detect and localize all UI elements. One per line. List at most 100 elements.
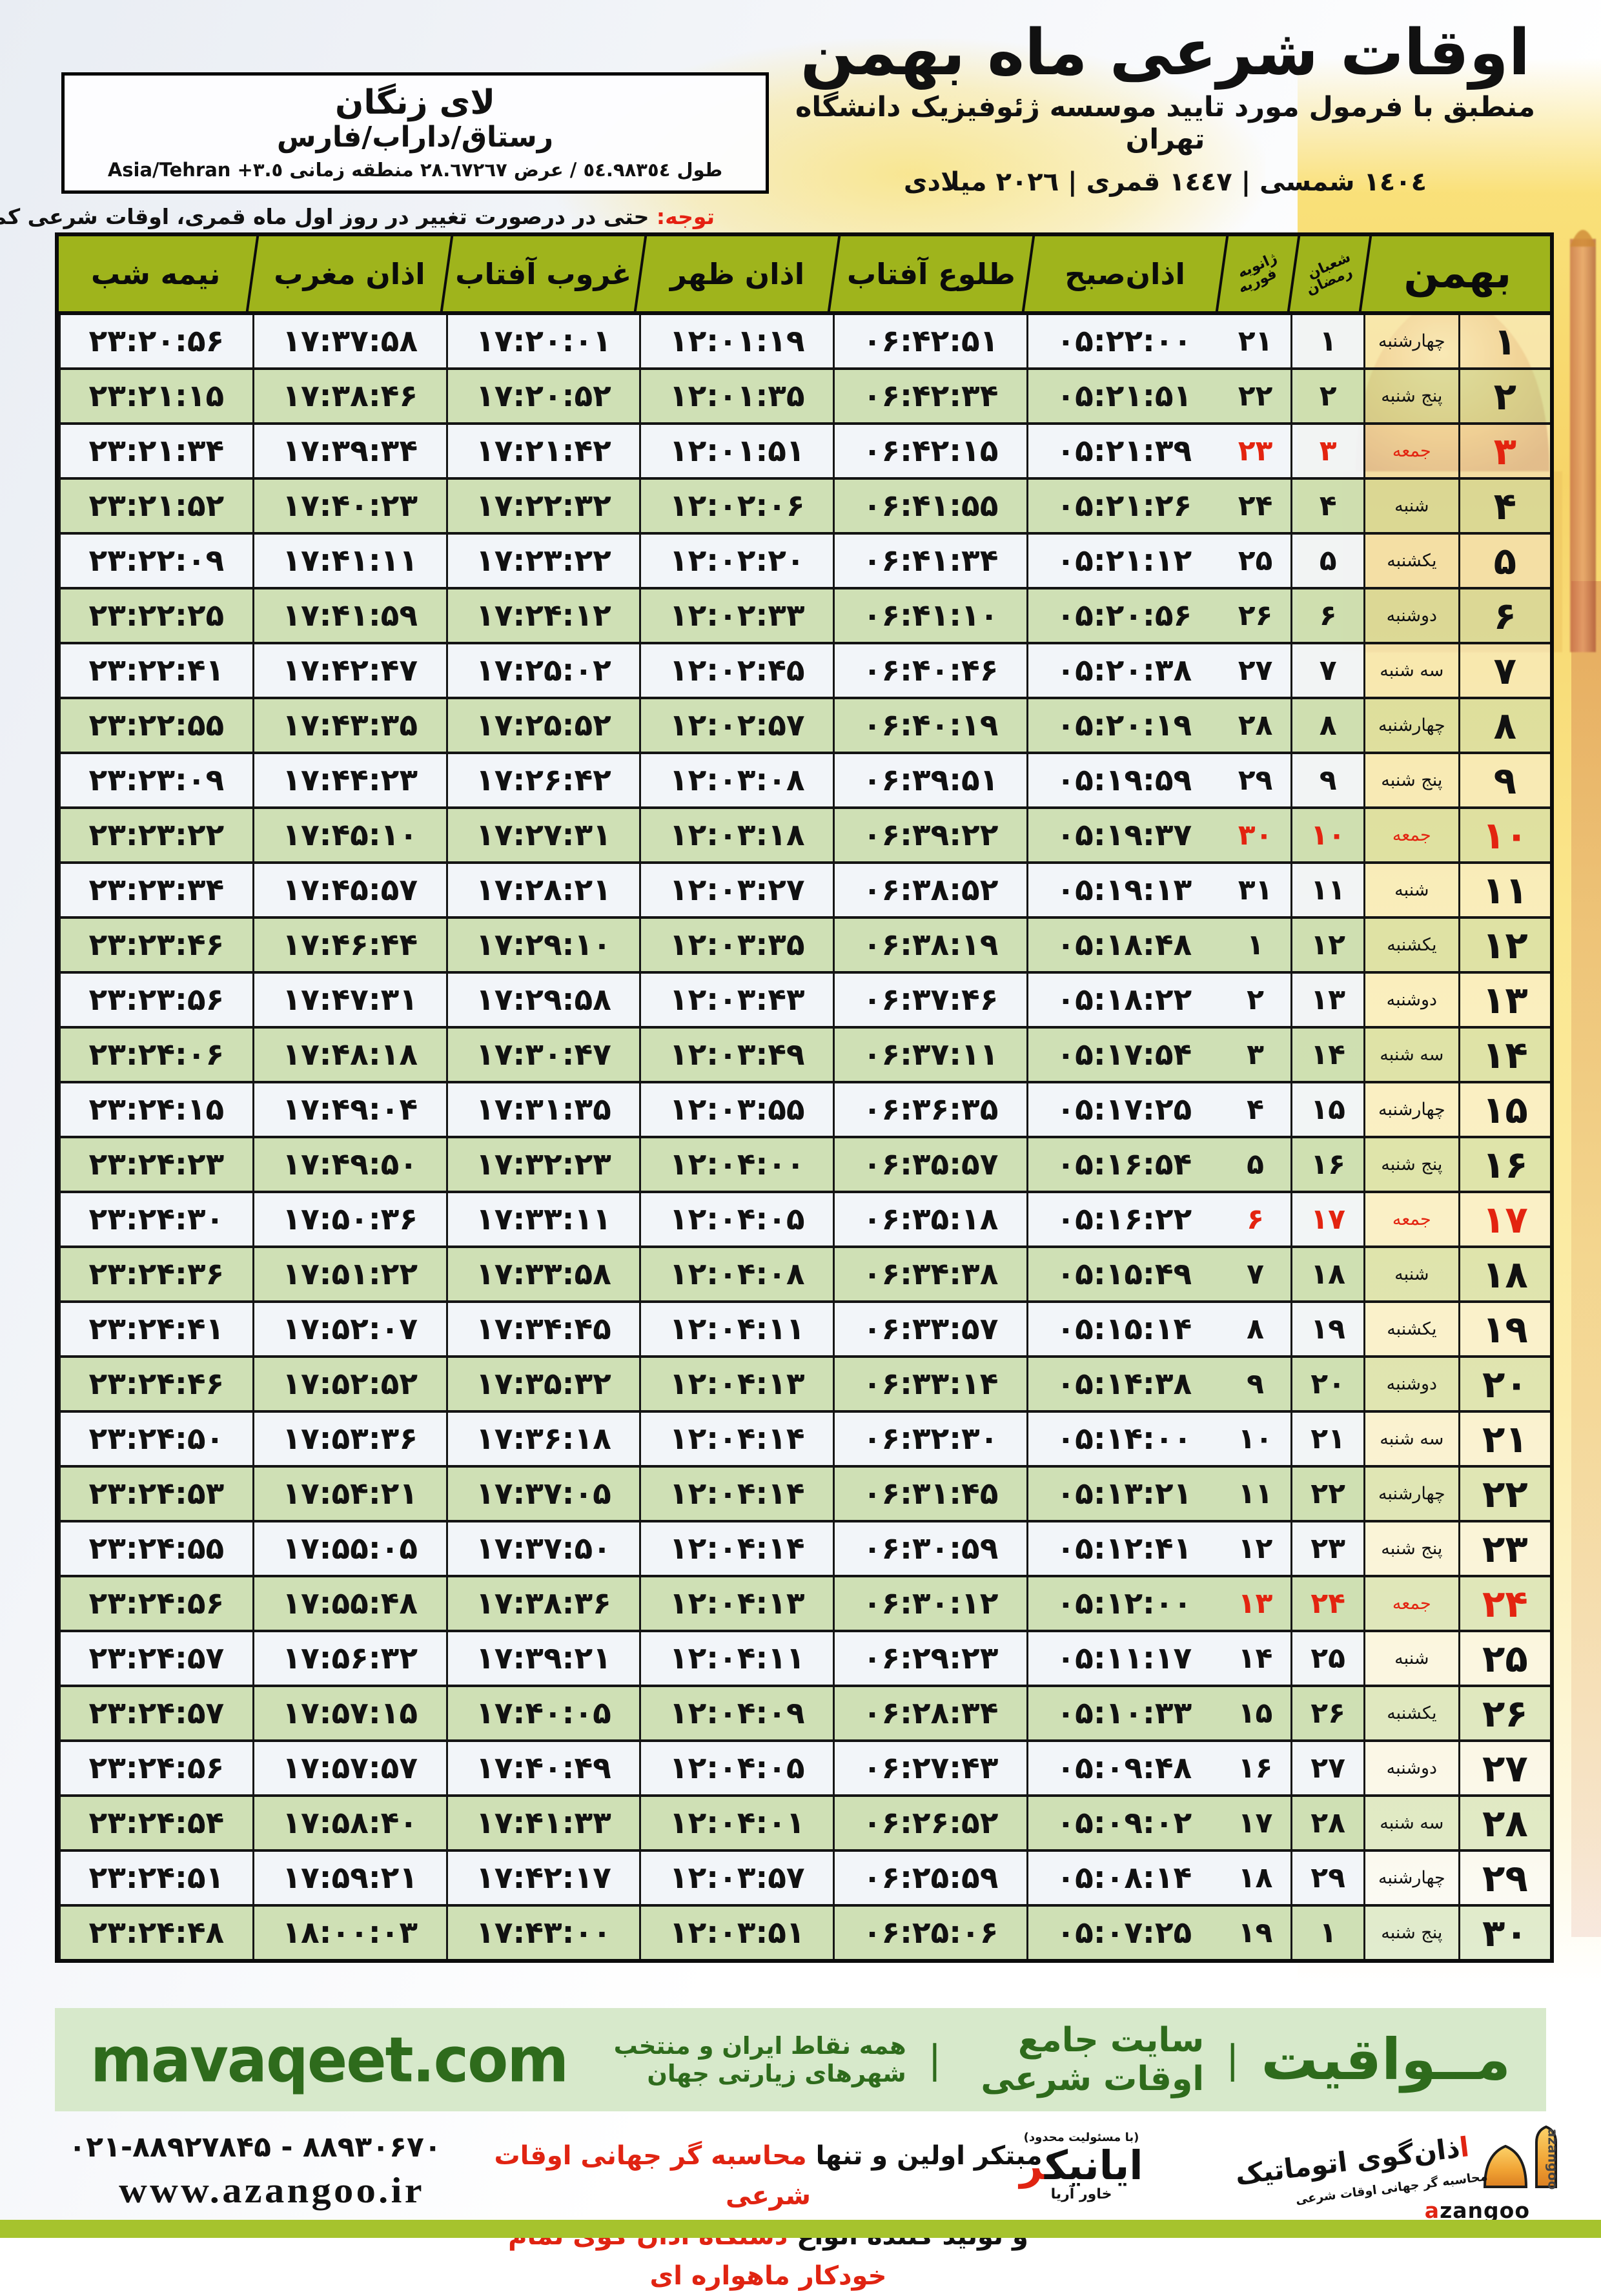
cell-gregorian-day: ۹ (1219, 1358, 1293, 1410)
table-row: ۱۰ جمعه ۱۰ ۳۰ ۰۵:۱۹:۳۷ ۰۶:۳۹:۲۲ ۱۲:۰۳:۱۸… (58, 809, 1550, 864)
cell-midnight-time: ۲۳:۲۴:۵۶ (58, 1577, 252, 1630)
cell-sunrise-time: ۰۶:۴۱:۵۵ (833, 480, 1026, 532)
cell-dawn-azan-time: ۰۵:۱۶:۵۴ (1026, 1138, 1220, 1191)
cell-dawn-azan-time: ۰۵:۱۸:۲۲ (1026, 974, 1220, 1026)
cell-noon-azan-time: ۱۲:۰۲:۵۷ (639, 699, 833, 752)
cell-gregorian-day: ۲۳ (1219, 425, 1293, 477)
cell-noon-azan-time: ۱۲:۰۴:۰۱ (639, 1797, 833, 1849)
cell-midnight-time: ۲۳:۲۴:۵۷ (58, 1687, 252, 1739)
cell-noon-azan-time: ۱۲:۰۳:۵۷ (639, 1852, 833, 1904)
table-row: ۱۱ شنبه ۱۱ ۳۱ ۰۵:۱۹:۱۳ ۰۶:۳۸:۵۲ ۱۲:۰۳:۲۷… (58, 864, 1550, 919)
cell-noon-azan-time: ۱۲:۰۴:۱۴ (639, 1522, 833, 1575)
cell-bahman-day: ۱۱ (1460, 864, 1550, 916)
cell-gregorian-day: ۲ (1219, 974, 1293, 1026)
cell-midnight-time: ۲۳:۲۲:۲۵ (58, 589, 252, 642)
cell-sunrise-time: ۰۶:۴۱:۳۴ (833, 535, 1026, 587)
cell-lunar-day: ۱۵ (1292, 1083, 1365, 1136)
cell-gregorian-day: ۳ (1219, 1029, 1293, 1081)
cell-sunset-time: ۱۷:۴۲:۱۷ (445, 1852, 640, 1904)
cell-maghrib-azan-time: ۱۷:۴۹:۰۴ (252, 1083, 446, 1136)
table-row: ۲۹ چهارشنبه ۲۹ ۱۸ ۰۵:۰۸:۱۴ ۰۶:۲۵:۵۹ ۱۲:۰… (58, 1852, 1550, 1907)
cell-gregorian-day: ۳۰ (1219, 809, 1293, 861)
cell-dawn-azan-time: ۰۵:۲۰:۵۶ (1026, 589, 1220, 642)
location-box: لای زنگان رستاق/داراب/فارس طول ٥٤.٩٨٣٥٤ … (61, 72, 769, 194)
cell-sunrise-time: ۰۶:۳۷:۴۶ (833, 974, 1026, 1026)
cell-lunar-day: ۲ (1292, 370, 1365, 422)
prayer-times-poster: { "header": { "title": "اوقات شرعی ماه ب… (0, 0, 1601, 2238)
cell-weekday: پنج شنبه (1365, 1907, 1460, 1959)
cell-lunar-day: ۱۴ (1292, 1029, 1365, 1081)
cell-lunar-day: ۳ (1292, 425, 1365, 477)
table-row: ۴ شنبه ۴ ۲۴ ۰۵:۲۱:۲۶ ۰۶:۴۱:۵۵ ۱۲:۰۲:۰۶ ۱… (58, 480, 1550, 535)
cell-maghrib-azan-time: ۱۷:۵۸:۴۰ (252, 1797, 446, 1849)
cell-bahman-day: ۷ (1460, 644, 1550, 697)
cell-bahman-day: ۱۴ (1460, 1029, 1550, 1081)
cell-gregorian-day: ۲۱ (1219, 315, 1293, 367)
cell-sunrise-time: ۰۶:۴۰:۱۹ (833, 699, 1026, 752)
cell-noon-azan-time: ۱۲:۰۴:۰۵ (639, 1193, 833, 1245)
cell-sunrise-time: ۰۶:۲۵:۰۶ (833, 1907, 1026, 1959)
cell-noon-azan-time: ۱۲:۰۳:۰۸ (639, 754, 833, 806)
cell-lunar-day: ۶ (1292, 589, 1365, 642)
location-coordinates: طول ٥٤.٩٨٣٥٤ / عرض ٢٨.٦٧٢٦٧ منطقه زمانی … (108, 159, 722, 181)
mavaqeet-tagline-2: همه نقاط ایران و منتخب شهرهای زیارتی جها… (613, 2032, 906, 2087)
slogan1-red: محاسبه گر جهانی اوقات شرعی (494, 2141, 811, 2211)
cell-gregorian-day: ۱۸ (1219, 1852, 1293, 1904)
cell-midnight-time: ۲۳:۲۲:۵۵ (58, 699, 252, 752)
cell-maghrib-azan-time: ۱۸:۰۰:۰۳ (252, 1907, 446, 1959)
calendar-years-line: ١٤٠٤ شمسی | ١٤٤٧ قمری | ٢٠٢٦ میلادی (903, 167, 1427, 197)
cell-gregorian-day: ۱ (1219, 919, 1293, 971)
cell-lunar-day: ۱۱ (1292, 864, 1365, 916)
cell-bahman-day: ۳ (1460, 425, 1550, 477)
cell-lunar-day: ۱ (1292, 1907, 1365, 1959)
cell-bahman-day: ۱۲ (1460, 919, 1550, 971)
cell-lunar-day: ۱۹ (1292, 1303, 1365, 1355)
cell-sunset-time: ۱۷:۳۷:۵۰ (445, 1522, 640, 1575)
rayanik-side-text: خاور آریا (1050, 2186, 1112, 2203)
cell-noon-azan-time: ۱۲:۰۴:۱۴ (639, 1468, 833, 1520)
cell-lunar-day: ۴ (1292, 480, 1365, 532)
cell-bahman-day: ۲۸ (1460, 1797, 1550, 1849)
cell-weekday: سه شنبه (1365, 1797, 1460, 1849)
cell-noon-azan-time: ۱۲:۰۳:۵۵ (639, 1083, 833, 1136)
cell-maghrib-azan-time: ۱۷:۵۱:۲۲ (252, 1248, 446, 1300)
cell-sunrise-time: ۰۶:۲۸:۳۴ (833, 1687, 1026, 1739)
cell-dawn-azan-time: ۰۵:۱۶:۲۲ (1026, 1193, 1220, 1245)
cell-weekday: یکشنبه (1365, 1687, 1460, 1739)
cell-bahman-day: ۴ (1460, 480, 1550, 532)
page-subtitle: منطبق با فرمول مورد تایید موسسه ژئوفیزیک… (795, 90, 1535, 156)
cell-lunar-day: ۲۶ (1292, 1687, 1365, 1739)
cell-weekday: جمعه (1365, 1577, 1460, 1630)
azangoo-en-first-letter: a (1424, 2198, 1440, 2223)
table-row: ۱۷ جمعه ۱۷ ۶ ۰۵:۱۶:۲۲ ۰۶:۳۵:۱۸ ۱۲:۰۴:۰۵ … (58, 1193, 1550, 1248)
cell-midnight-time: ۲۳:۲۱:۵۲ (58, 480, 252, 532)
cell-bahman-day: ۸ (1460, 699, 1550, 752)
cell-sunrise-time: ۰۶:۳۵:۵۷ (833, 1138, 1026, 1191)
table-header-row: بهمن شعبان رمضان ژانویه فوریه اذان‌صبح ط… (59, 236, 1550, 315)
cell-sunset-time: ۱۷:۲۸:۲۱ (445, 864, 640, 916)
cell-noon-azan-time: ۱۲:۰۲:۴۵ (639, 644, 833, 697)
cell-weekday: شنبه (1365, 1248, 1460, 1300)
mavaqeet-site-url: mavaqeet.com (90, 2023, 569, 2096)
cell-sunset-time: ۱۷:۴۱:۳۳ (445, 1797, 640, 1849)
cell-maghrib-azan-time: ۱۷:۴۷:۳۱ (252, 974, 446, 1026)
cell-dawn-azan-time: ۰۵:۱۲:۰۰ (1026, 1577, 1220, 1630)
cell-bahman-day: ۱۵ (1460, 1083, 1550, 1136)
cell-dawn-azan-time: ۰۵:۱۹:۵۹ (1026, 754, 1220, 806)
cell-noon-azan-time: ۱۲:۰۳:۴۹ (639, 1029, 833, 1081)
cell-noon-azan-time: ۱۲:۰۱:۵۱ (639, 425, 833, 477)
cell-gregorian-day: ۱۷ (1219, 1797, 1293, 1849)
cell-bahman-day: ۵ (1460, 535, 1550, 587)
cell-maghrib-azan-time: ۱۷:۳۹:۳۴ (252, 425, 446, 477)
cell-maghrib-azan-time: ۱۷:۵۲:۵۲ (252, 1358, 446, 1410)
cell-noon-azan-time: ۱۲:۰۲:۰۶ (639, 480, 833, 532)
cell-weekday: پنج شنبه (1365, 1138, 1460, 1191)
rayanik-wordmark: ایانیکر (975, 2144, 1188, 2186)
cell-dawn-azan-time: ۰۵:۰۹:۰۲ (1026, 1797, 1220, 1849)
cell-dawn-azan-time: ۰۵:۱۹:۱۳ (1026, 864, 1220, 916)
cell-sunset-time: ۱۷:۳۱:۳۵ (445, 1083, 640, 1136)
cell-midnight-time: ۲۳:۲۴:۳۰ (58, 1193, 252, 1245)
col-header-lunar-month: شعبان رمضان (1294, 236, 1365, 311)
table-row: ۲۵ شنبه ۲۵ ۱۴ ۰۵:۱۱:۱۷ ۰۶:۲۹:۲۳ ۱۲:۰۴:۱۱… (58, 1632, 1550, 1687)
cell-midnight-time: ۲۳:۲۴:۵۰ (58, 1413, 252, 1465)
